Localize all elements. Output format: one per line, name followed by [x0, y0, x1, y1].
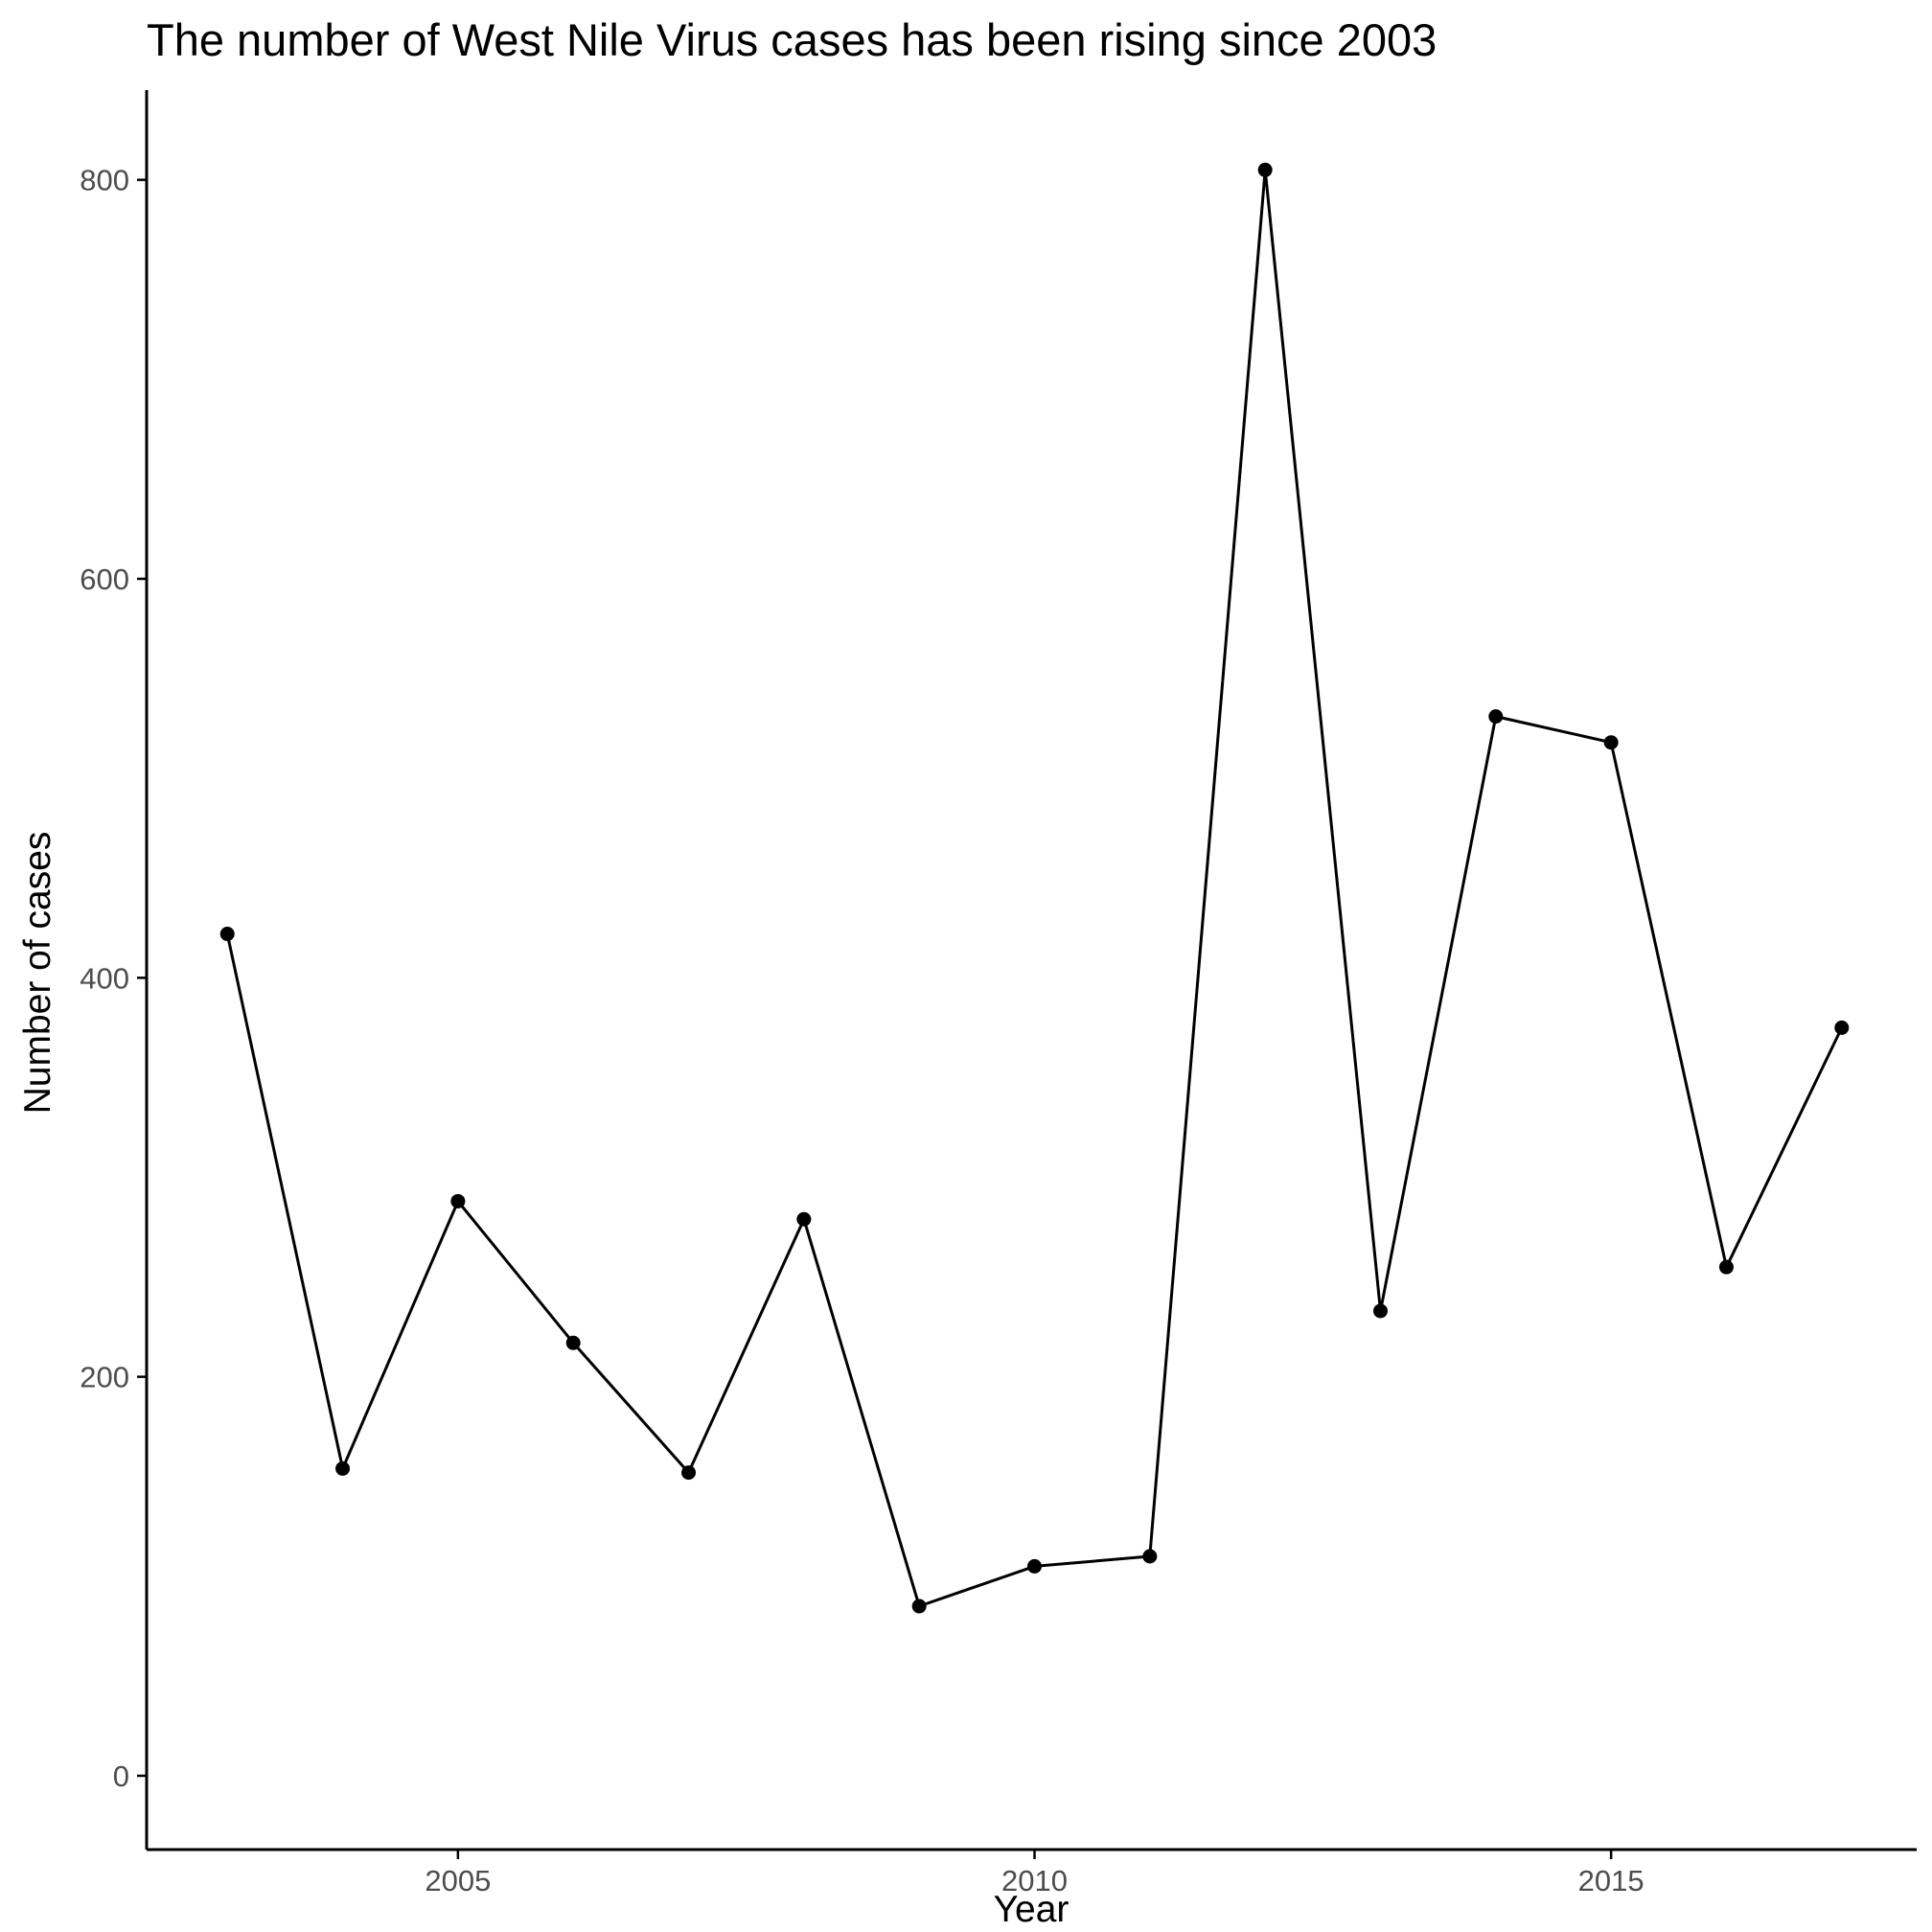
data-point	[1603, 735, 1619, 750]
y-tick-label: 600	[80, 563, 129, 596]
data-point	[1372, 1303, 1388, 1319]
x-tick-label: 2015	[1578, 1864, 1644, 1898]
data-point	[450, 1193, 466, 1208]
x-axis-title: Year	[994, 1889, 1070, 1930]
data-point	[1834, 1020, 1850, 1035]
data-point	[335, 1460, 351, 1476]
y-tick-label: 200	[80, 1361, 129, 1394]
data-point	[796, 1211, 812, 1227]
data-point	[1142, 1549, 1158, 1564]
y-axis-title: Number of cases	[17, 832, 58, 1115]
data-point	[1257, 162, 1273, 177]
chart-title: The number of West Nile Virus cases has …	[147, 14, 1437, 65]
y-tick-label: 400	[80, 961, 129, 995]
axes	[145, 90, 1917, 1852]
x-axis-ticks: 2005 2010 2015	[425, 1850, 1644, 1898]
data-series	[219, 162, 1850, 1614]
y-axis-ticks: 0 200 400 600 800	[80, 164, 147, 1793]
data-point	[911, 1598, 927, 1614]
data-point	[219, 927, 235, 942]
data-point	[565, 1335, 581, 1350]
x-tick-label: 2010	[1001, 1864, 1068, 1898]
data-point	[1027, 1558, 1043, 1574]
x-tick-label: 2005	[425, 1864, 491, 1898]
data-point	[681, 1465, 697, 1481]
data-point	[1488, 709, 1504, 724]
y-tick-label: 800	[80, 164, 129, 197]
data-point	[1718, 1259, 1734, 1275]
y-tick-label: 0	[113, 1760, 129, 1793]
